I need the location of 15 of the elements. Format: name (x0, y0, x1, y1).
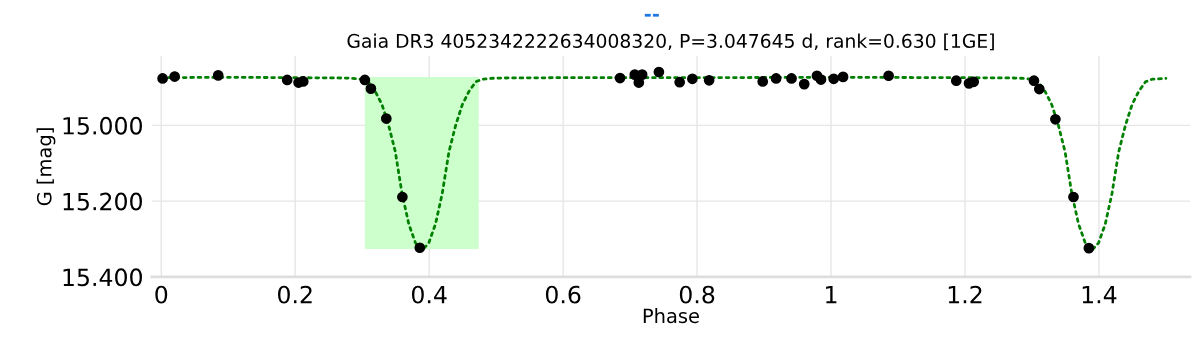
x-tick-label: 1.4 (1082, 285, 1117, 304)
x-tick-label: 1 (826, 285, 837, 304)
y-axis-title: G [mag] (36, 128, 56, 206)
x-tick-label: 0.4 (411, 285, 447, 304)
x-tick-label: 1.2 (948, 285, 982, 304)
x-tick-label: 0.6 (545, 285, 581, 304)
text: -- (644, 13, 659, 17)
y-tick-label: 15.200 (63, 192, 142, 211)
x-tick-label: 0.2 (278, 285, 312, 304)
y-tick-label: 15.400 (63, 268, 142, 287)
x-tick-label: 0.8 (679, 285, 715, 304)
chart-title: Gaia DR3 4052342222634008320, P=3.047645 d, rank=0.630 [1GE] (347, 33, 994, 51)
x-axis-title: Phase (643, 308, 699, 324)
x-tick-label: 0 (155, 285, 168, 304)
y-tick-label: 15.000 (63, 116, 142, 135)
